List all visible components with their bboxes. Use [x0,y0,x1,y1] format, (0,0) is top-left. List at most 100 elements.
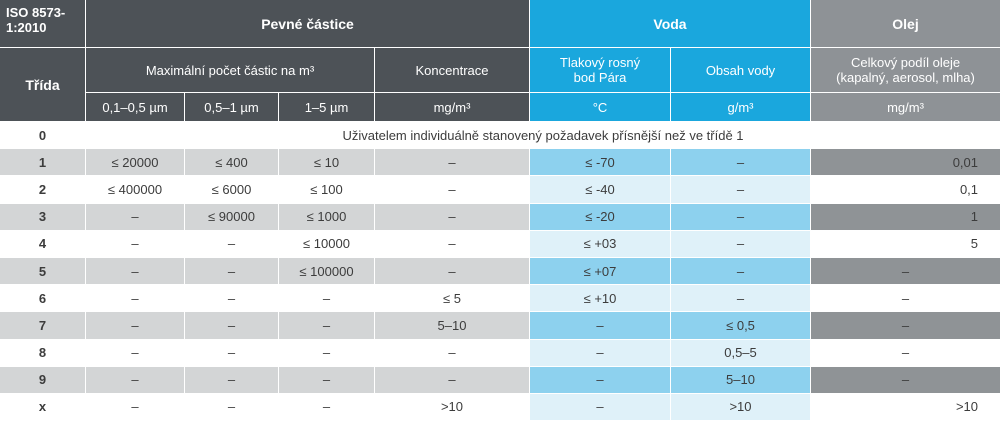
oil-total-cell: – [811,312,1000,340]
class-cell: 9 [0,366,86,394]
class-cell: 3 [0,203,86,231]
particles-0-5-1-cell: ≤ 90000 [185,203,279,231]
dew-point-cell: ≤ -70 [530,149,671,177]
particles-1-5-cell: – [279,285,375,313]
concentration-cell: – [375,230,530,258]
class-cell: 8 [0,339,86,367]
water-content-cell: – [671,149,812,177]
particles-1-5-cell: ≤ 100000 [279,257,375,286]
particles-0-1-0-5-cell: – [86,230,185,258]
concentration-cell: ≤ 5 [375,285,530,313]
oil-total-cell: – [811,339,1000,367]
header-oil-total-line2: (kapalný, aerosol, mlha) [836,70,975,85]
dew-point-cell: – [530,393,671,421]
header-dew-point-line2: bod Pára [573,70,627,85]
header-size-3: 1–5 µm [279,93,375,122]
concentration-cell: – [375,149,530,177]
dew-point-cell: ≤ +07 [530,257,671,286]
water-content-cell: – [671,230,812,258]
dew-point-cell: ≤ -20 [530,203,671,231]
dew-point-cell: – [530,312,671,340]
particles-1-5-cell: ≤ 10 [279,149,375,177]
concentration-cell: – [375,203,530,231]
oil-total-cell: – [811,285,1000,313]
header-unit-oil: mg/m³ [811,93,1000,122]
dew-point-cell: ≤ +03 [530,230,671,258]
class-cell: 5 [0,257,86,286]
table-row-class-0: 0 Uživatelem individuálně stanovený poža… [0,122,1000,150]
water-content-cell: ≤ 0,5 [671,312,812,340]
water-content-cell: >10 [671,393,812,421]
standard-title-line2: 1:2010 [6,20,47,35]
particles-0-1-0-5-cell: – [86,339,185,367]
particles-0-1-0-5-cell: – [86,285,185,313]
class-0-description: Uživatelem individuálně stanovený požada… [86,122,1000,150]
concentration-cell: – [375,339,530,367]
header-water: Voda [530,0,812,48]
particles-0-1-0-5-cell: – [86,312,185,340]
dew-point-cell: ≤ -40 [530,176,671,204]
table-row: 1 ≤ 20000 ≤ 400 ≤ 10– ≤ -70–0,01 [0,149,1000,177]
standard-title-line1: ISO 8573- [6,5,66,20]
particles-0-5-1-cell: ≤ 400 [185,149,279,177]
table-body: 1 ≤ 20000 ≤ 400 ≤ 10– ≤ -70–0,01 2 ≤ 400000 ≤ 6… [0,149,1000,421]
water-content-cell: 5–10 [671,366,812,394]
water-content-cell: – [671,285,812,313]
class-cell: 4 [0,230,86,258]
water-content-cell: – [671,203,812,231]
header-max-particles: Maximální počet částic na m³ [86,48,375,93]
concentration-cell: 5–10 [375,312,530,340]
particles-1-5-cell: – [279,339,375,367]
particles-0-1-0-5-cell: ≤ 20000 [86,149,185,177]
concentration-cell: – [375,176,530,204]
class-cell: 0 [0,122,86,150]
header-solid-particles: Pevné částice [86,0,530,48]
class-cell: 7 [0,312,86,340]
header-row-subcategories: Třída Maximální počet částic na m³ Konce… [0,48,1000,122]
oil-total-cell: – [811,257,1000,286]
particles-1-5-cell: ≤ 10000 [279,230,375,258]
particles-0-5-1-cell: – [185,393,279,421]
dew-point-cell: – [530,366,671,394]
particles-0-1-0-5-cell: – [86,366,185,394]
header-oil-total: Celkový podíl oleje (kapalný, aerosol, m… [811,48,1000,93]
table-row: 6– – – ≤ 5 ≤ +10– – [0,285,1000,313]
water-content-cell: – [671,176,812,204]
concentration-cell: – [375,257,530,286]
particles-0-5-1-cell: – [185,230,279,258]
particles-0-5-1-cell: ≤ 6000 [185,176,279,204]
particles-0-1-0-5-cell: ≤ 400000 [86,176,185,204]
oil-total-cell: 0,1 [811,176,1000,204]
header-dew-point-line1: Tlakový rosný [559,55,641,70]
dew-point-cell: – [530,339,671,367]
header-unit-temperature: °C [530,93,671,122]
header-row-units: 0,1–0,5 µm 0,5–1 µm 1–5 µm mg/m³ °C g/m³… [0,93,1000,122]
standard-title: ISO 8573- 1:2010 [0,0,86,48]
oil-total-cell: 1 [811,203,1000,231]
particles-0-5-1-cell: – [185,312,279,340]
header-row-categories: ISO 8573- 1:2010 Pevné částice Voda Olej [0,0,1000,48]
particles-1-5-cell: – [279,366,375,394]
particles-0-1-0-5-cell: – [86,203,185,231]
class-cell: x [0,393,86,421]
class-cell: 2 [0,176,86,204]
table-row: 9– – – – –5–10– [0,366,1000,394]
oil-total-cell: – [811,366,1000,394]
particles-0-1-0-5-cell: – [86,257,185,286]
header-oil-total-line1: Celkový podíl oleje [850,55,961,70]
particles-1-5-cell: ≤ 100 [279,176,375,204]
particles-0-5-1-cell: – [185,257,279,286]
particles-1-5-cell: ≤ 1000 [279,203,375,231]
concentration-cell: >10 [375,393,530,421]
concentration-cell: – [375,366,530,394]
oil-total-cell: 5 [811,230,1000,258]
table-row: 7– – –5–10– ≤ 0,5– [0,312,1000,340]
table-row: 4– – ≤ 10000– ≤ +03–5 [0,230,1000,258]
header-size-2: 0,5–1 µm [185,93,279,122]
particles-0-5-1-cell: – [185,285,279,313]
class-cell: 6 [0,285,86,313]
particles-0-5-1-cell: – [185,366,279,394]
table-row: x – – – >10– >10 >10 [0,393,1000,421]
header-oil: Olej [811,0,1000,48]
